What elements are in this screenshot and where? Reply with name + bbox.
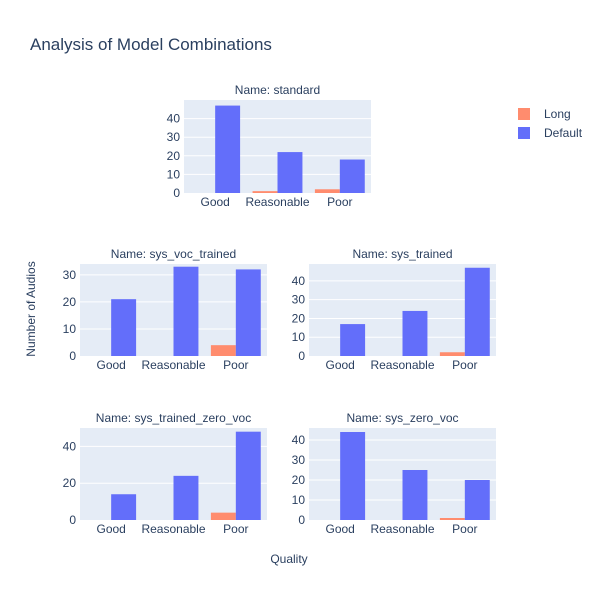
legend-item-long[interactable]: Long — [518, 107, 571, 121]
subplot-5: 0 10 20 30 40 Good Reasonable Poor Name: sys_zer… — [292, 411, 496, 536]
subplot-1: 0 10 20 30 40 Good Reasonable Poor Name: standar… — [167, 83, 371, 209]
y-axis-title: Number of Audios — [24, 261, 38, 356]
legend-item-default[interactable]: Default — [518, 126, 583, 140]
x-axis-title: Quality — [270, 552, 307, 566]
y-tick-label: 20 — [292, 473, 306, 487]
x-tick-label: Poor — [327, 195, 352, 209]
bar-long-poor[interactable] — [439, 518, 465, 520]
y-tick-label: 40 — [292, 274, 306, 288]
legend-label: Long — [544, 107, 571, 121]
y-tick-label: 10 — [167, 167, 181, 181]
bar-default-good[interactable] — [111, 299, 137, 356]
subplot-title: Name: sys_voc_trained — [111, 247, 236, 261]
x-tick-label: Good — [325, 358, 354, 372]
bar-default-reasonable[interactable] — [402, 310, 428, 356]
legend-swatch — [518, 108, 530, 120]
y-tick-label: 0 — [298, 349, 305, 363]
y-tick-label: 10 — [292, 493, 306, 507]
x-tick-label: Good — [200, 195, 229, 209]
subplot-title: Name: sys_trained — [352, 247, 452, 261]
y-tick-label: 40 — [63, 439, 77, 453]
y-tick-label: 0 — [298, 513, 305, 527]
subplot-title: Name: sys_trained_zero_voc — [96, 411, 251, 425]
y-tick-label: 10 — [292, 330, 306, 344]
x-tick-label: Reasonable — [141, 522, 205, 536]
chart-title: Analysis of Model Combinations — [30, 35, 272, 54]
legend-label: Default — [544, 126, 583, 140]
y-tick-label: 0 — [173, 186, 180, 200]
x-tick-label: Poor — [223, 522, 248, 536]
bar-default-good[interactable] — [111, 494, 137, 520]
y-tick-label: 30 — [167, 130, 181, 144]
subplot-title: Name: sys_zero_voc — [346, 411, 458, 425]
bar-default-good[interactable] — [215, 105, 241, 193]
x-tick-label: Reasonable — [141, 358, 205, 372]
bar-long-poor[interactable] — [314, 189, 340, 193]
subplot-2: 0 10 20 30 Good Reasonable Poor Name: sys_voc_t… — [63, 247, 267, 372]
bar-long-poor[interactable] — [210, 345, 236, 356]
subplot-3: 0 10 20 30 40 Good Reasonable Poor Name: sys_tra… — [292, 247, 496, 372]
bar-long-reasonable[interactable] — [252, 191, 278, 193]
y-tick-label: 30 — [63, 268, 77, 282]
y-tick-label: 20 — [167, 149, 181, 163]
y-tick-label: 0 — [69, 349, 76, 363]
x-tick-label: Reasonable — [245, 195, 309, 209]
subplot-4: 0 20 40 Good Reasonable Poor Name: sys_trained… — [63, 411, 267, 536]
y-tick-label: 0 — [69, 513, 76, 527]
x-tick-label: Poor — [452, 358, 477, 372]
y-tick-label: 20 — [63, 295, 77, 309]
bar-default-poor[interactable] — [235, 431, 261, 520]
y-tick-label: 20 — [63, 476, 77, 490]
x-tick-label: Good — [96, 522, 125, 536]
y-tick-label: 10 — [63, 322, 77, 336]
bar-default-poor[interactable] — [339, 159, 365, 193]
legend[interactable]: Long Default — [518, 107, 583, 140]
x-tick-label: Poor — [223, 358, 248, 372]
x-tick-label: Reasonable — [370, 522, 434, 536]
y-tick-label: 30 — [292, 453, 306, 467]
x-tick-label: Reasonable — [370, 358, 434, 372]
y-tick-label: 40 — [292, 433, 306, 447]
bar-default-reasonable[interactable] — [277, 152, 303, 193]
x-tick-label: Poor — [452, 522, 477, 536]
y-tick-label: 20 — [292, 311, 306, 325]
bar-default-poor[interactable] — [464, 480, 490, 520]
bar-default-reasonable[interactable] — [173, 266, 199, 356]
y-tick-label: 30 — [292, 293, 306, 307]
bar-default-good[interactable] — [340, 324, 366, 356]
legend-swatch — [518, 127, 530, 139]
bar-default-reasonable[interactable] — [173, 475, 199, 520]
bar-default-reasonable[interactable] — [402, 470, 428, 520]
bar-long-poor[interactable] — [210, 512, 236, 520]
bar-default-good[interactable] — [340, 432, 366, 520]
x-tick-label: Good — [325, 522, 354, 536]
y-tick-label: 40 — [167, 112, 181, 126]
x-tick-label: Good — [96, 358, 125, 372]
bar-default-poor[interactable] — [235, 269, 261, 356]
subplot-title: Name: standard — [235, 83, 320, 97]
bar-default-poor[interactable] — [464, 267, 490, 356]
subplots: 0 10 20 30 40 Good Reasonable Poor Name: standar… — [63, 83, 496, 536]
bar-long-poor[interactable] — [439, 352, 465, 356]
